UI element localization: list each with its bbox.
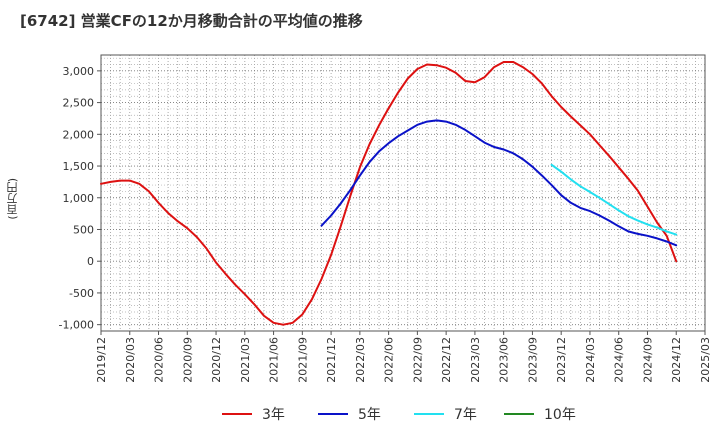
- legend-label-0: 3年: [262, 407, 285, 423]
- x-tick-label: 2022/03: [354, 337, 367, 383]
- x-tick-label: 2024/09: [641, 337, 654, 383]
- y-tick-label: 1,500: [63, 160, 95, 173]
- x-tick-label: 2020/06: [153, 337, 166, 383]
- x-tick-label: 2022/09: [411, 337, 424, 383]
- series-line-0: [100, 61, 678, 326]
- y-tick-label: -500: [69, 287, 94, 300]
- y-tick-label: 2,000: [63, 128, 95, 141]
- legend-label-3: 10年: [544, 407, 576, 423]
- x-tick-label: 2019/12: [95, 337, 108, 383]
- legend: 3年 5年 7年 10年: [222, 407, 576, 423]
- y-tick-label: 0: [87, 255, 94, 268]
- legend-label-2: 7年: [454, 407, 477, 423]
- x-tick-label: 2021/06: [268, 337, 281, 383]
- x-tick-label: 2024/12: [670, 337, 683, 383]
- x-tick-label: 2023/09: [526, 337, 539, 383]
- x-tick-label: 2024/06: [613, 337, 626, 383]
- x-tick-label: 2022/12: [440, 337, 453, 383]
- x-tick-label: 2020/09: [181, 337, 194, 383]
- x-tick-label: 2025/03: [699, 337, 712, 383]
- x-tick-label: 2023/12: [555, 337, 568, 383]
- x-tick-label: 2021/09: [296, 337, 309, 383]
- x-tick-label: 2021/12: [325, 337, 338, 383]
- x-tick-label: 2020/12: [210, 337, 223, 383]
- x-tick-label: 2020/03: [124, 337, 137, 383]
- y-tick-label: 500: [73, 223, 94, 236]
- series-line-1: [320, 119, 678, 247]
- x-tick-label: 2022/06: [383, 337, 396, 383]
- plot-frame: [100, 54, 706, 332]
- x-tick-label: 2024/03: [584, 337, 597, 383]
- y-tick-label: 2,500: [63, 97, 95, 110]
- y-tick-label: -1,000: [59, 319, 94, 332]
- legend-label-1: 5年: [358, 407, 381, 423]
- y-tick-label: 1,000: [63, 192, 95, 205]
- y-tick-label: 3,000: [63, 65, 95, 78]
- series-line-2: [550, 163, 678, 236]
- x-tick-labels: 2019/12 2020/03 2020/06 2020/09 2020/12 2021/…: [95, 331, 712, 383]
- x-tick-label: 2023/03: [469, 337, 482, 383]
- y-tick-labels: 3,000 2,500 2,000 1,500 1,000 500 0 -500 -1,000: [59, 65, 101, 332]
- x-tick-label: 2023/06: [498, 337, 511, 383]
- x-tick-label: 2021/03: [239, 337, 252, 383]
- chart-title: [6742] 営業CFの12か月移動合計の平均値の推移: [20, 12, 363, 30]
- series-layer: [100, 61, 678, 326]
- grid-layer: [101, 55, 705, 332]
